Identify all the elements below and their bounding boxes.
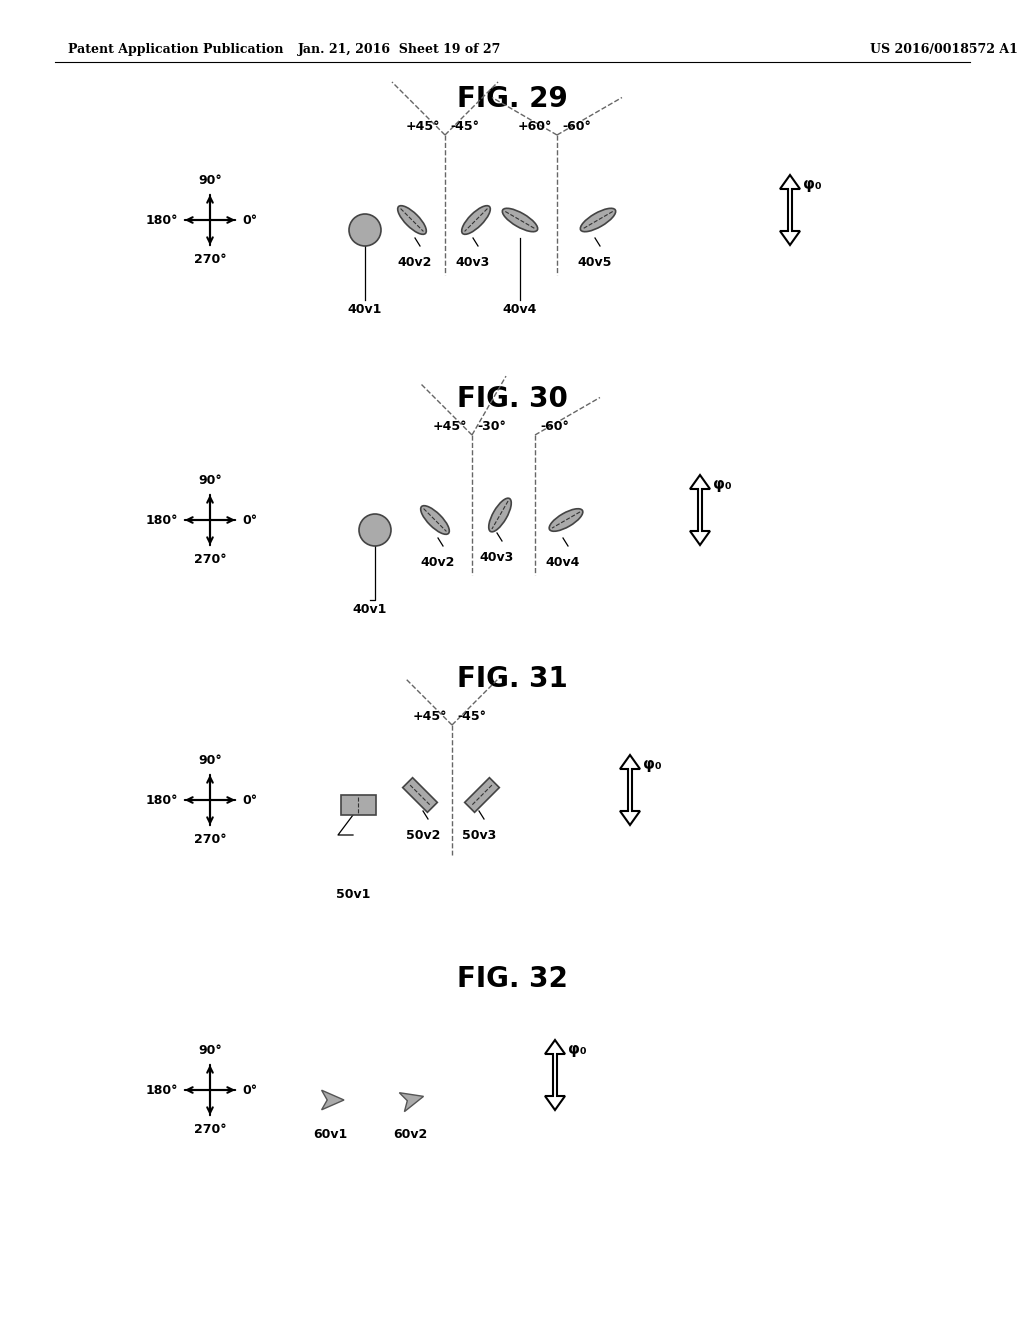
Text: +45°: +45° (406, 120, 440, 133)
Text: 180°: 180° (145, 793, 178, 807)
Text: FIG. 30: FIG. 30 (457, 385, 567, 413)
Ellipse shape (397, 206, 426, 235)
Text: 90°: 90° (198, 174, 222, 187)
Polygon shape (399, 1093, 424, 1111)
Text: 40v4: 40v4 (503, 304, 538, 315)
Text: FIG. 29: FIG. 29 (457, 84, 567, 114)
Text: 270°: 270° (194, 1123, 226, 1137)
Bar (341, 795, 376, 814)
Text: 40v3: 40v3 (480, 550, 514, 564)
Text: φ₀: φ₀ (643, 756, 662, 772)
Text: 90°: 90° (198, 1044, 222, 1057)
Text: 270°: 270° (194, 833, 226, 846)
Text: 50v3: 50v3 (462, 829, 496, 842)
Ellipse shape (503, 209, 538, 232)
Bar (465, 777, 500, 812)
Polygon shape (545, 1040, 565, 1110)
Text: -45°: -45° (457, 710, 486, 723)
Circle shape (359, 513, 391, 546)
Text: 60v1: 60v1 (313, 1129, 347, 1140)
Polygon shape (690, 475, 710, 545)
Text: 40v2: 40v2 (421, 556, 456, 569)
Polygon shape (780, 176, 800, 246)
Text: 180°: 180° (145, 1084, 178, 1097)
Text: US 2016/0018572 A1: US 2016/0018572 A1 (870, 44, 1018, 57)
Text: Patent Application Publication: Patent Application Publication (68, 44, 284, 57)
Text: φ₀: φ₀ (803, 177, 821, 191)
Text: +45°: +45° (413, 710, 447, 723)
Text: 90°: 90° (198, 754, 222, 767)
Text: FIG. 32: FIG. 32 (457, 965, 567, 993)
Bar (402, 777, 437, 812)
Text: +60°: +60° (517, 120, 552, 133)
Text: FIG. 31: FIG. 31 (457, 665, 567, 693)
Text: 0°: 0° (242, 513, 257, 527)
Text: 0°: 0° (242, 1084, 257, 1097)
Text: 180°: 180° (145, 214, 178, 227)
Polygon shape (620, 755, 640, 825)
Circle shape (349, 214, 381, 246)
Text: -45°: -45° (450, 120, 479, 133)
Text: 50v2: 50v2 (406, 829, 440, 842)
Text: -30°: -30° (477, 420, 506, 433)
Text: 40v3: 40v3 (456, 256, 490, 269)
Text: 270°: 270° (194, 553, 226, 566)
Ellipse shape (421, 506, 450, 535)
Text: 60v2: 60v2 (393, 1129, 427, 1140)
Text: 0°: 0° (242, 214, 257, 227)
Text: φ₀: φ₀ (713, 477, 731, 492)
Text: 40v2: 40v2 (397, 256, 432, 269)
Ellipse shape (488, 498, 511, 532)
Text: 180°: 180° (145, 513, 178, 527)
Text: -60°: -60° (540, 420, 569, 433)
Text: Jan. 21, 2016  Sheet 19 of 27: Jan. 21, 2016 Sheet 19 of 27 (298, 44, 502, 57)
Text: 40v1: 40v1 (353, 603, 387, 616)
Text: -60°: -60° (562, 120, 591, 133)
Ellipse shape (549, 508, 583, 531)
Text: 270°: 270° (194, 253, 226, 267)
Text: 40v4: 40v4 (546, 556, 581, 569)
Text: 40v5: 40v5 (578, 256, 612, 269)
Text: 40v1: 40v1 (348, 304, 382, 315)
Text: 0°: 0° (242, 793, 257, 807)
Polygon shape (322, 1090, 344, 1110)
Ellipse shape (581, 209, 615, 232)
Text: φ₀: φ₀ (568, 1041, 587, 1057)
Text: +45°: +45° (432, 420, 467, 433)
Text: 50v1: 50v1 (336, 888, 371, 902)
Ellipse shape (462, 206, 490, 235)
Text: 90°: 90° (198, 474, 222, 487)
